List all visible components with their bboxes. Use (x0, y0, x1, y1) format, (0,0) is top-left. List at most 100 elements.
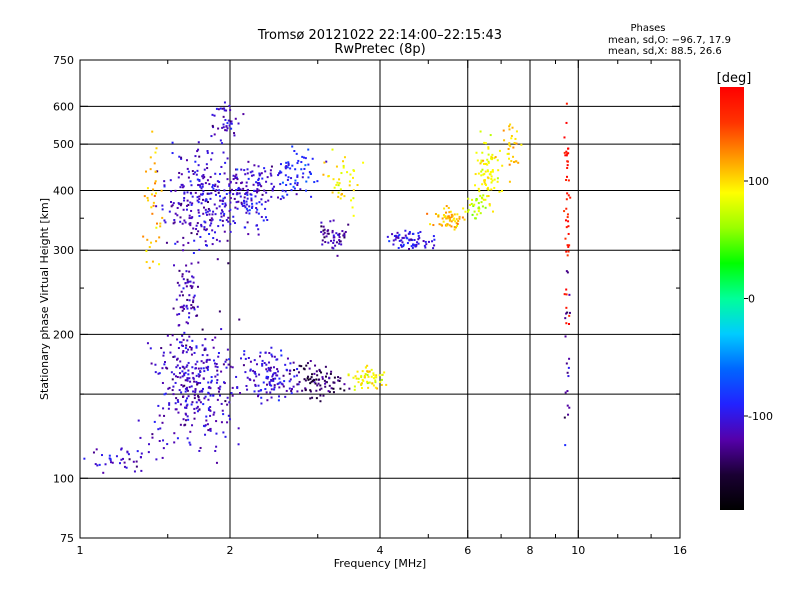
echo-point (165, 366, 168, 369)
echo-point (203, 226, 206, 229)
echo-point (249, 368, 252, 371)
echo-point (204, 182, 207, 185)
echo-point (509, 145, 512, 148)
echo-point (445, 224, 448, 227)
echo-point (343, 195, 346, 198)
echo-point (190, 348, 193, 351)
echo-point (481, 183, 484, 186)
echo-point (422, 240, 425, 243)
echo-point (215, 107, 218, 110)
echo-point (185, 204, 188, 207)
echo-point (220, 215, 223, 218)
echo-point (437, 214, 440, 217)
echo-point (224, 435, 227, 438)
echo-point (257, 233, 260, 236)
echo-point (206, 151, 209, 154)
echo-point (201, 390, 204, 393)
echo-point (199, 446, 202, 449)
echo-point (185, 264, 188, 267)
echo-point (162, 407, 165, 410)
echo-point (236, 192, 239, 195)
echo-point (269, 366, 272, 369)
echo-point (442, 220, 445, 223)
echo-point (257, 395, 260, 398)
echo-point (194, 155, 197, 158)
echo-point (182, 244, 185, 247)
echo-point (183, 197, 186, 200)
echo-point (264, 216, 267, 219)
echo-point (279, 163, 282, 166)
echo-point (221, 219, 224, 222)
echo-point (357, 381, 360, 384)
echo-point (491, 179, 494, 182)
echo-point (287, 162, 290, 165)
echo-point (432, 224, 435, 227)
echo-point (291, 145, 294, 148)
echo-point (309, 397, 312, 400)
echo-point (182, 208, 185, 211)
echo-point (568, 293, 571, 296)
echo-point (321, 376, 324, 379)
echo-point (182, 236, 185, 239)
echo-point (168, 386, 171, 389)
echo-point (193, 294, 196, 297)
echo-point (201, 175, 204, 178)
echo-point (182, 349, 185, 352)
echo-point (231, 386, 234, 389)
echo-point (246, 168, 249, 171)
echo-point (182, 385, 185, 388)
echo-point (227, 216, 230, 219)
echo-point (209, 387, 212, 390)
echo-point (482, 173, 485, 176)
echo-point (200, 367, 203, 370)
echo-point (394, 234, 397, 237)
echo-point (235, 189, 238, 192)
echo-point (146, 342, 149, 345)
echo-point (238, 188, 241, 191)
echo-point (158, 440, 161, 443)
echo-point (467, 210, 470, 213)
echo-point (207, 381, 210, 384)
echo-point (507, 152, 510, 155)
echo-point (289, 378, 292, 381)
echo-point (221, 126, 224, 129)
echo-point (388, 240, 391, 243)
echo-point (171, 152, 174, 155)
echo-point (332, 178, 335, 181)
echo-point (215, 445, 218, 448)
echo-point (195, 380, 198, 383)
echo-point (383, 371, 386, 374)
echo-point (216, 369, 219, 372)
echo-point (237, 427, 240, 430)
y-tick-label: 300 (53, 244, 74, 257)
echo-point (222, 200, 225, 203)
echo-point (177, 176, 180, 179)
echo-point (193, 417, 196, 420)
echo-point (207, 391, 210, 394)
echo-point (185, 386, 188, 389)
echo-point (338, 240, 341, 243)
echo-point (161, 381, 164, 384)
echo-point (265, 363, 268, 366)
echo-point (564, 237, 567, 240)
echo-point (195, 401, 198, 404)
echo-point (180, 157, 183, 160)
echo-point (219, 385, 222, 388)
echo-point (136, 450, 139, 453)
echo-point (247, 160, 250, 163)
echo-point (255, 181, 258, 184)
echo-point (292, 361, 295, 364)
echo-point (327, 241, 330, 244)
echo-point (305, 364, 308, 367)
echo-point (145, 170, 148, 173)
echo-point (212, 413, 215, 416)
echo-point (278, 172, 281, 175)
echo-point (168, 402, 171, 405)
echo-point (188, 386, 191, 389)
echo-point (210, 381, 213, 384)
echo-point (217, 355, 220, 358)
echo-point (187, 373, 190, 376)
echo-point (332, 239, 335, 242)
echo-point (186, 199, 189, 202)
echo-point (215, 420, 218, 423)
